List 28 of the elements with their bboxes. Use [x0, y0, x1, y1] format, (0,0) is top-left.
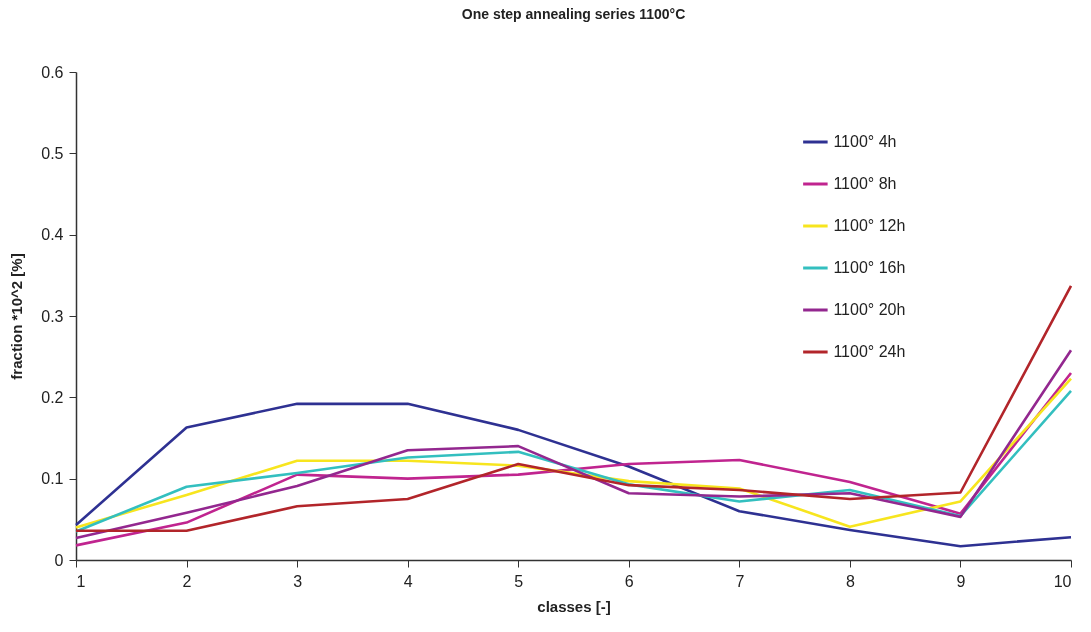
x-axis-title: classes [-] [537, 597, 611, 615]
legend-label: 1100° 4h [833, 133, 897, 150]
legend-label: 1100° 16h [833, 259, 906, 276]
y-tick-label: 0 [54, 551, 64, 569]
y-axis-title: fraction *10^2 [%] [8, 253, 26, 380]
y-tick-label: 0.1 [41, 470, 64, 488]
chart-title: One step annealing series 1100°C [461, 6, 686, 22]
x-tick-label: 4 [403, 572, 413, 590]
y-tick-label: 0.6 [41, 63, 64, 81]
y-tick-label: 0.5 [41, 144, 64, 162]
legend-label: 1100° 8h [833, 175, 897, 192]
x-tick-label: 5 [514, 572, 524, 590]
x-tick-label: 10 [1053, 572, 1072, 590]
legend-label: 1100° 12h [833, 217, 906, 234]
y-tick-label: 0.4 [41, 226, 64, 244]
x-tick-label: 3 [293, 572, 303, 590]
x-tick-label: 7 [735, 572, 745, 590]
line-series [74, 284, 1073, 533]
x-tick-label: 2 [182, 572, 192, 590]
legend-label: 1100° 20h [833, 301, 906, 318]
y-tick-label: 0.3 [41, 307, 64, 325]
x-tick-label: 8 [845, 572, 855, 590]
legend-label: 1100° 24h [833, 343, 906, 360]
x-tick-label: 9 [956, 572, 966, 590]
x-tick-label: 1 [76, 572, 86, 590]
y-tick-label: 0.2 [41, 388, 64, 406]
x-tick-label: 6 [624, 572, 634, 590]
line-series [74, 402, 1073, 548]
